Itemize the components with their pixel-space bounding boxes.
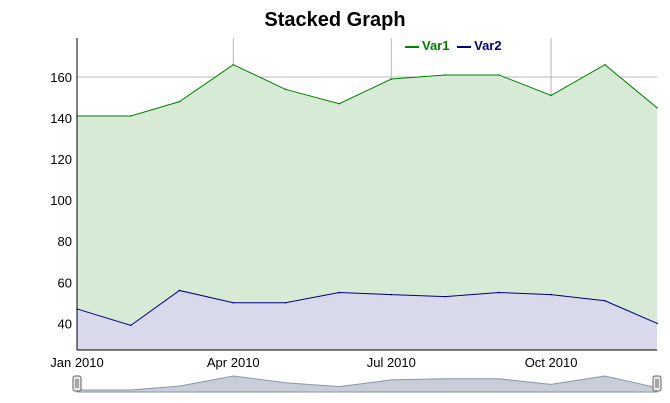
data-point-var1 [498,74,500,76]
data-point-var2 [390,293,393,296]
x-tick-label: Oct 2010 [525,355,578,370]
area-var1 [77,64,657,326]
legend-swatch-var1 [405,45,419,48]
y-tick-label: 100 [50,193,72,208]
series-line-var2 [76,289,658,326]
data-point-var2 [232,301,235,304]
legend-label-var1: Var1 [422,38,450,53]
series-line-var1 [77,64,658,117]
data-point-var2 [498,291,500,294]
data-point-var1 [550,94,552,97]
data-point-var2 [604,299,606,302]
range-handle-left[interactable] [72,375,82,392]
y-tick-label: 160 [50,70,72,85]
data-point-var1 [130,115,132,117]
data-point-var1 [178,100,181,103]
y-tick-label: 60 [58,275,72,290]
data-point-var2 [130,324,132,327]
legend-swatch-var2 [457,45,472,48]
y-tick-label: 140 [50,111,72,126]
data-point-var2 [284,301,287,304]
data-point-var2 [338,291,341,294]
data-point-var1 [444,74,446,76]
y-tick-label: 40 [58,316,72,331]
area-layer [77,64,657,350]
legend-item-var1[interactable]: Var1 [405,38,449,53]
range-selector[interactable] [72,372,662,393]
x-tick-label: Jan 2010 [50,355,104,370]
data-point-var1 [232,63,235,66]
data-point-var1 [284,88,287,91]
data-point-var1 [338,102,341,105]
y-tick-label: 80 [58,234,72,249]
range-selector-sparkline [76,375,658,393]
legend-label-var2: Var2 [474,38,502,53]
range-handle-right[interactable] [652,375,662,392]
data-point-var2 [656,322,658,325]
data-point-var1 [656,106,658,109]
area-var2 [77,290,657,350]
y-tick-label: 120 [50,152,72,167]
data-point-var2 [550,293,552,296]
legend-item-var2[interactable]: Var2 [457,38,502,53]
tick-labels: 40 60 80 100 120 140 160 Jan 2010 Apr 2010 Jul 20… [50,70,577,370]
legend: Var1 Var2 [405,38,506,53]
x-tick-label: Apr 2010 [207,355,260,370]
x-tick-label: Jul 2010 [367,355,416,370]
axes [76,38,657,351]
data-point-var1 [390,78,393,80]
chart-title: Stacked Graph [264,9,406,31]
data-point-var1 [604,63,606,66]
line-layer [76,63,658,327]
data-point-var2 [444,295,446,298]
data-point-var2 [178,289,181,292]
